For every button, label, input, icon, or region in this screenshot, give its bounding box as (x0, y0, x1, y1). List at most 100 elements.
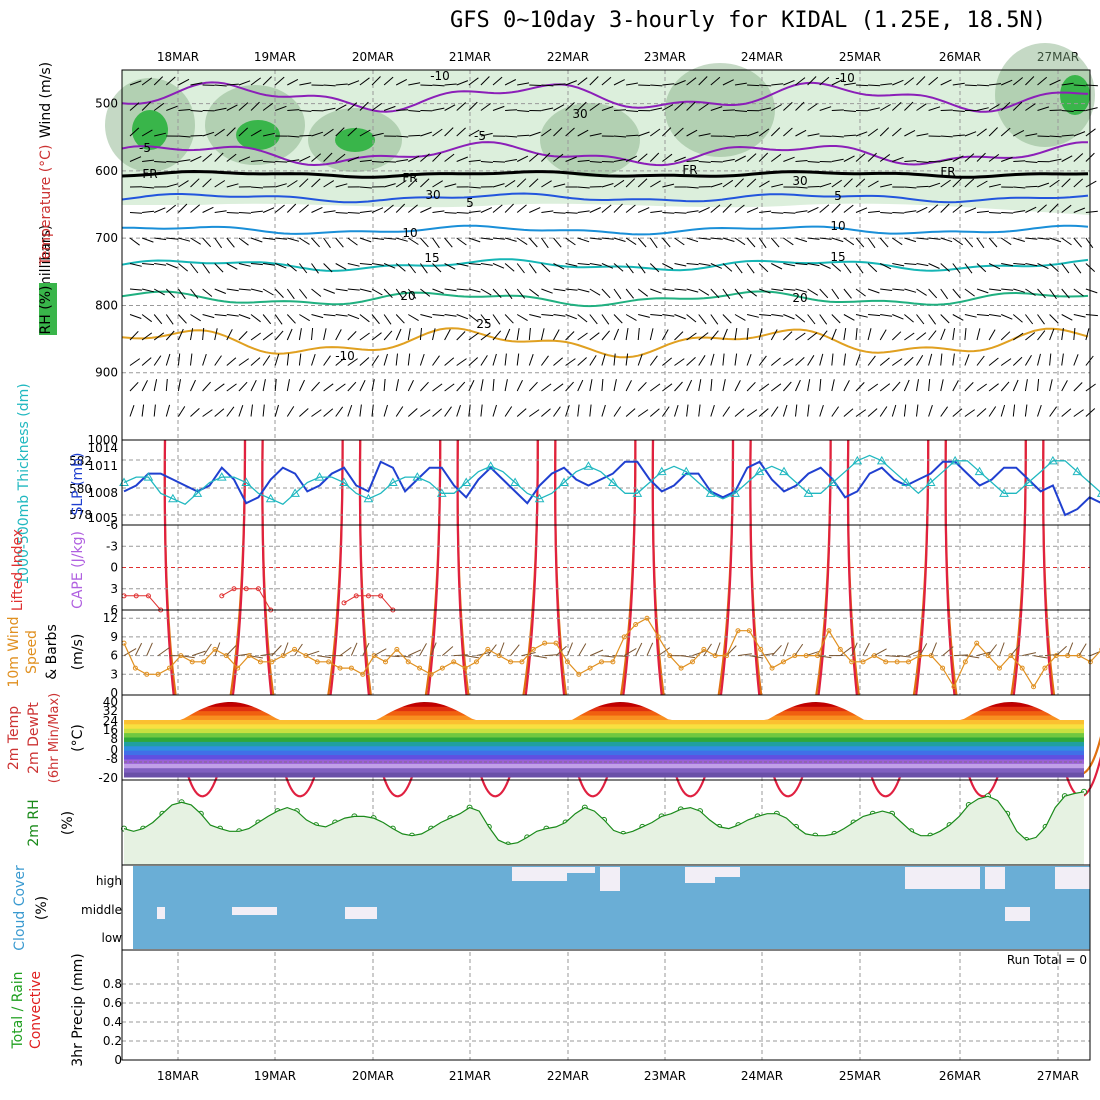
wind-barb (819, 288, 829, 299)
wind-barb (722, 314, 732, 324)
wind-barb-10m (749, 655, 764, 659)
upper-ytick: 600 (95, 164, 118, 178)
wind-barb (347, 404, 353, 417)
wind-barb (480, 288, 492, 296)
wind-barb (843, 178, 853, 188)
wind-barb (686, 404, 689, 417)
wind-barb (432, 107, 445, 111)
wind-barb (153, 288, 165, 296)
wind-barb (807, 103, 818, 111)
wind-barb (964, 382, 974, 392)
wind-ytick: 0 (110, 686, 118, 700)
wind-barb (1000, 331, 1011, 341)
thick-ylabel: 1000-500mb Thickness (dm) (16, 383, 32, 584)
wind-barb (904, 101, 914, 111)
wind-barb (371, 207, 384, 213)
wind-barb (395, 263, 406, 272)
wind-barb (964, 178, 975, 188)
wind-barb (359, 357, 370, 366)
wind-barb-10m (806, 650, 820, 657)
wind-barb (649, 237, 658, 249)
upper-ylabel-rh: RH (%) (38, 286, 54, 335)
wind-barb (250, 77, 261, 86)
thickness-marker (485, 461, 496, 470)
wind-barb-10m (225, 645, 237, 656)
wind-barb (1085, 180, 1097, 188)
wind-barb (516, 379, 523, 392)
wind-barb (989, 83, 1002, 86)
wind-barb (1061, 110, 1074, 112)
wind-barb (807, 379, 811, 392)
thickness-marker (852, 455, 863, 465)
wind-barb (795, 160, 808, 162)
wind-barb (178, 78, 190, 86)
wind-barb (783, 331, 793, 341)
wind-barb (190, 328, 194, 341)
wind-barb (528, 263, 537, 274)
wind-barb-10m (192, 650, 206, 657)
wind-barb (1037, 404, 1042, 417)
upper-ytick: 800 (95, 298, 118, 312)
wind-barb (662, 104, 674, 111)
wind-barb (214, 210, 227, 213)
wind-speed-marker (382, 659, 388, 665)
wind-barb (226, 104, 238, 111)
wind-barb (613, 406, 622, 417)
wind-barb (843, 380, 850, 392)
wind-barb (274, 353, 280, 366)
wind-barb (516, 408, 527, 417)
wind-barb (528, 381, 538, 392)
wind-barb (601, 76, 612, 86)
wind-barb (420, 237, 429, 248)
wind-barb (444, 357, 455, 366)
wind-barb (674, 381, 683, 392)
wind-barb (613, 79, 625, 86)
wind-barb (577, 159, 590, 162)
wind-barb (831, 237, 844, 243)
wind-barb (879, 127, 890, 137)
wind-barb (1049, 328, 1055, 341)
wind-barb (129, 263, 142, 267)
wind-barb (989, 314, 1001, 317)
wind-barb (1000, 381, 1010, 392)
wind-barb (819, 330, 828, 341)
wind-barb (698, 332, 709, 341)
wind-barb (940, 158, 953, 162)
wind-barb (952, 314, 964, 321)
temp-ylabel-1: 2m Temp (6, 706, 22, 770)
wind-barb (952, 353, 955, 366)
wind-barb (516, 155, 529, 162)
wind-barb (335, 183, 348, 188)
wind-barb (1073, 153, 1084, 162)
wind-barb (383, 288, 393, 299)
wind-barb (831, 79, 843, 86)
wind-barb (843, 134, 856, 137)
wind-barb (529, 314, 542, 318)
temp-ylabel-unit: (°C) (70, 724, 86, 752)
wind-barb (807, 76, 817, 86)
cloud-level-label: high (96, 874, 122, 888)
wind-barb (928, 76, 939, 86)
wind-barb (395, 288, 404, 300)
wind-barb (601, 204, 612, 213)
wind-barb (783, 381, 792, 392)
wind-barb (734, 288, 743, 299)
wind-barb (420, 153, 430, 162)
wind-barb (408, 110, 421, 112)
wind-barb (298, 379, 305, 392)
wind-barb (456, 237, 467, 246)
wind-barb (238, 288, 251, 291)
wind-barb (940, 237, 953, 243)
wind-barb-10m (510, 644, 520, 656)
wind-barb (456, 263, 469, 267)
wind-barb (758, 383, 770, 392)
wind-barb (1061, 408, 1072, 417)
wind-barb (238, 314, 251, 320)
wind-barb (843, 353, 846, 366)
wind-barb (867, 128, 879, 137)
wind-barb (190, 155, 202, 162)
wind-barb (976, 408, 987, 417)
wind-barb (795, 404, 798, 417)
wind-barb (795, 237, 808, 243)
thickness-marker (779, 466, 789, 476)
